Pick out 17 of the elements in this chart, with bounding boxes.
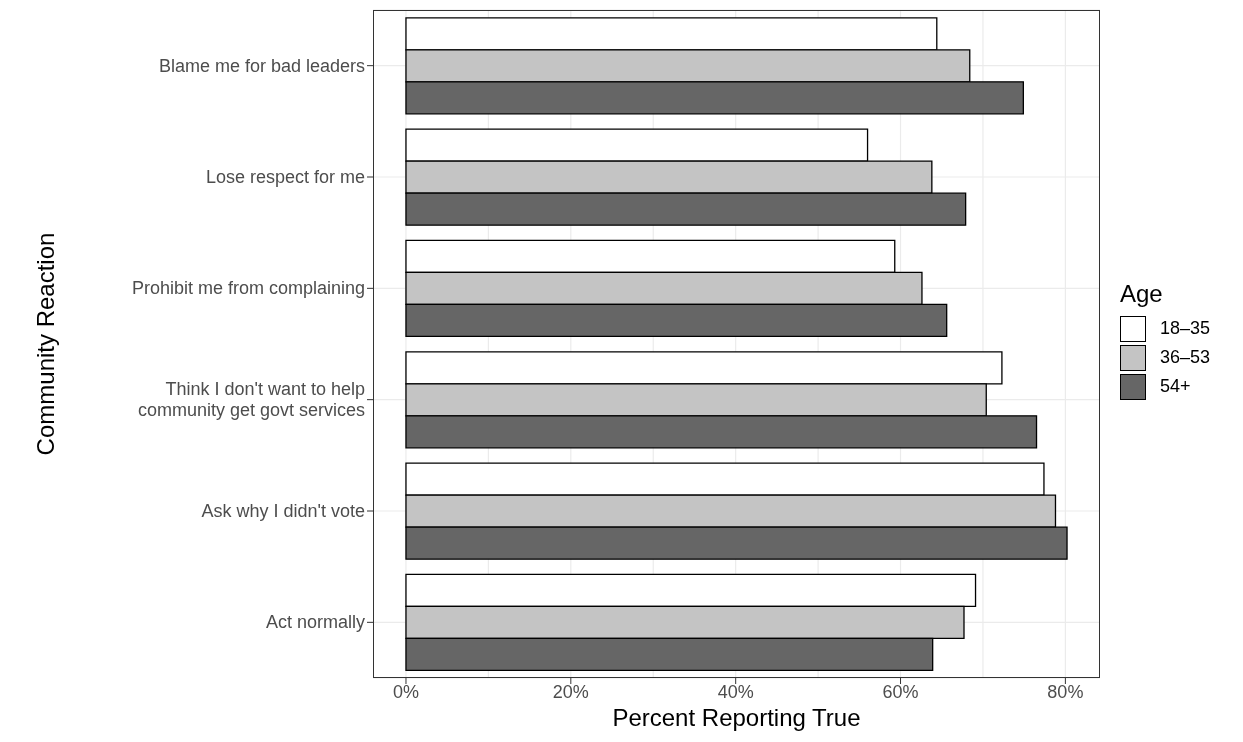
x-tick-label: 0% [392,682,419,702]
x-axis-title: Percent Reporting True [612,704,861,731]
y-tick-label: Lose respect for me [205,167,365,187]
y-tick-label: Act normally [265,612,365,633]
legend-label: 36–53 [1160,347,1211,368]
y-tick-label: Prohibit me from complaining [131,278,365,299]
x-tick-label: 20% [552,682,589,702]
y-axis-title: Community Reaction [31,232,59,456]
x-tick-label: 60% [882,682,919,702]
y-tick-label: Blame me for bad leaders [158,55,365,76]
legend-label: 54+ [1160,376,1191,397]
y-tick-label: Think I don't want to help community get govt services [137,379,365,421]
y-tick-label: Ask why I didn't vote [201,501,365,521]
legend-label: 18–35 [1160,318,1211,339]
x-tick-label: 40% [717,682,754,702]
legend-title: Age [1120,280,1164,308]
x-tick-label: 80% [1047,682,1084,702]
